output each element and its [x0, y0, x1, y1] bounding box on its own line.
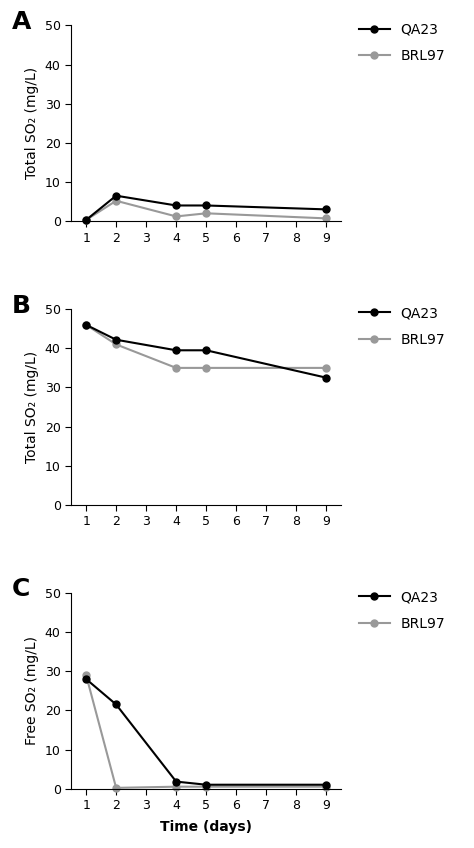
BRL97 [173, 782, 179, 792]
QA23 [113, 191, 119, 201]
Line: BRL97: BRL97 [82, 198, 330, 223]
BRL97 [203, 782, 209, 792]
QA23 [203, 779, 209, 789]
QA23 [203, 345, 209, 355]
X-axis label: Time (days): Time (days) [160, 820, 252, 834]
QA23 [113, 700, 119, 710]
QA23 [323, 372, 329, 382]
BRL97 [113, 196, 119, 206]
QA23 [173, 345, 179, 355]
Legend: QA23, BRL97: QA23, BRL97 [359, 590, 446, 631]
Y-axis label: Total SO₂ (mg/L): Total SO₂ (mg/L) [25, 351, 39, 463]
BRL97 [173, 211, 179, 221]
BRL97 [323, 363, 329, 373]
Legend: QA23, BRL97: QA23, BRL97 [359, 23, 446, 63]
QA23 [83, 320, 89, 330]
Text: A: A [12, 10, 31, 34]
Text: C: C [12, 577, 30, 601]
BRL97 [113, 783, 119, 793]
BRL97 [83, 670, 89, 680]
BRL97 [203, 363, 209, 373]
Line: QA23: QA23 [82, 676, 330, 788]
Y-axis label: Total SO₂ (mg/L): Total SO₂ (mg/L) [25, 67, 39, 179]
QA23 [113, 335, 119, 345]
QA23 [323, 204, 329, 215]
Text: B: B [12, 293, 31, 317]
Y-axis label: Free SO₂ (mg/L): Free SO₂ (mg/L) [25, 636, 39, 745]
Line: BRL97: BRL97 [82, 672, 330, 791]
BRL97 [323, 214, 329, 224]
QA23 [173, 200, 179, 210]
QA23 [323, 779, 329, 789]
Legend: QA23, BRL97: QA23, BRL97 [359, 306, 446, 347]
BRL97 [83, 215, 89, 225]
BRL97 [203, 209, 209, 219]
Line: BRL97: BRL97 [82, 321, 330, 371]
BRL97 [173, 363, 179, 373]
QA23 [83, 674, 89, 684]
Line: QA23: QA23 [82, 321, 330, 381]
QA23 [173, 777, 179, 787]
BRL97 [83, 320, 89, 330]
BRL97 [323, 782, 329, 792]
Line: QA23: QA23 [82, 192, 330, 223]
QA23 [203, 200, 209, 210]
BRL97 [113, 339, 119, 349]
QA23 [83, 215, 89, 225]
